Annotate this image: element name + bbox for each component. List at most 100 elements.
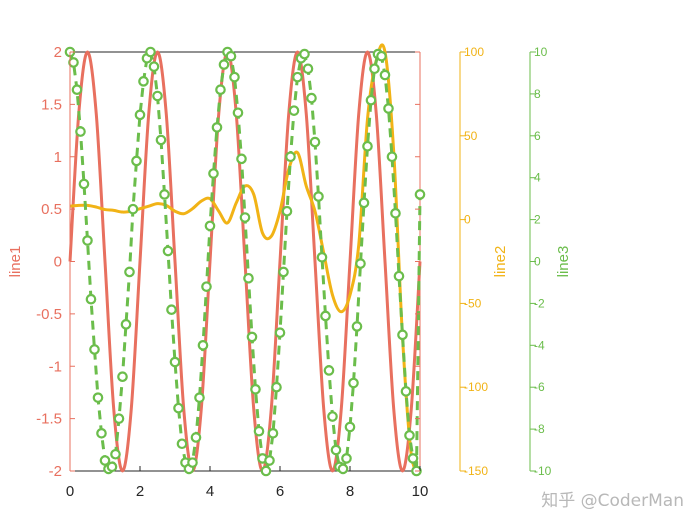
series-point-line3 xyxy=(152,90,163,102)
series-point-line3 xyxy=(110,448,121,460)
y-tick-label-y1: -0.5 xyxy=(36,306,62,323)
y-tick-label-y3: 4 xyxy=(534,171,541,185)
series-point-line3 xyxy=(239,212,251,223)
series-point-line3 xyxy=(71,84,83,96)
series-point-line3 xyxy=(124,266,135,278)
x-tick-label: 10 xyxy=(412,483,429,500)
series-point-line3 xyxy=(106,461,118,473)
series-point-line3 xyxy=(267,427,279,439)
series-point-line3 xyxy=(155,134,167,146)
series-point-line3 xyxy=(355,258,366,269)
series-point-line3 xyxy=(278,266,289,278)
series-point-line3 xyxy=(145,46,156,58)
series-point-line3 xyxy=(400,386,412,397)
series-point-line3 xyxy=(173,402,184,414)
series-point-line3 xyxy=(383,103,394,114)
series-point-line3 xyxy=(274,327,286,339)
series-point-line3 xyxy=(190,432,202,443)
series-point-line3 xyxy=(208,168,219,179)
series-point-line3 xyxy=(89,344,100,355)
y-tick-label-y3: -8 xyxy=(534,422,545,436)
y-tick-label-y2: -150 xyxy=(464,464,488,478)
series-point-line3 xyxy=(316,252,328,263)
series-point-line3 xyxy=(351,321,363,332)
series-point-line3 xyxy=(159,189,170,200)
series-point-line3 xyxy=(211,122,223,133)
series-point-line3 xyxy=(117,371,128,383)
series-point-line3 xyxy=(341,453,352,464)
series-point-line3 xyxy=(323,365,335,376)
series-point-line3 xyxy=(358,197,370,209)
series-point-line3 xyxy=(120,319,132,330)
series-point-line3 xyxy=(243,272,254,284)
series-point-line3 xyxy=(302,63,314,75)
y-tick-label-y1: 1 xyxy=(54,149,62,166)
y-tick-label-y2: -100 xyxy=(464,380,488,394)
series-point-line3 xyxy=(369,63,380,75)
series-point-line3 xyxy=(85,293,97,305)
series-point-line3 xyxy=(204,220,216,232)
y-tick-label-y1: 2 xyxy=(54,44,62,61)
series-point-line3 xyxy=(75,126,86,137)
series-point-line3 xyxy=(260,465,272,477)
x-tick-label: 4 xyxy=(206,483,214,500)
series-point-line3 xyxy=(348,377,359,389)
y-tick-label-y3: 6 xyxy=(534,129,541,143)
series-point-line3 xyxy=(285,151,296,163)
series-point-line3 xyxy=(194,392,205,403)
y-tick-label-y2: 100 xyxy=(464,45,484,59)
series-point-line3 xyxy=(344,421,356,433)
x-tick-label: 2 xyxy=(136,483,144,500)
y-axis-title-y3: line3 xyxy=(555,246,572,278)
series-point-line3 xyxy=(187,457,198,468)
series-point-line3 xyxy=(264,455,275,466)
y-tick-label-y3: 10 xyxy=(534,45,548,59)
series-point-line3 xyxy=(138,76,149,87)
y-axis-y2: 100 50 0 -50 -100 -150 line2 xyxy=(459,45,509,478)
series-point-line3 xyxy=(299,48,310,60)
y-tick-label-y1: -1.5 xyxy=(36,411,62,428)
series-point-line3 xyxy=(327,411,338,422)
y-tick-label-y1: 1.5 xyxy=(41,96,62,113)
x-tick-label: 0 xyxy=(66,483,74,500)
series-point-line3 xyxy=(250,383,261,395)
series-point-line3 xyxy=(390,208,401,219)
series-point-line3 xyxy=(271,381,282,393)
series-point-line3 xyxy=(386,151,398,163)
series-point-line3 xyxy=(82,235,93,246)
series-point-line3 xyxy=(320,310,331,322)
series-point-line3 xyxy=(131,155,142,167)
series-point-line3 xyxy=(201,281,212,292)
series-point-line3 xyxy=(236,153,247,165)
series-point-line3 xyxy=(68,57,79,68)
series-point-line3 xyxy=(365,94,377,106)
series-point-line3 xyxy=(232,107,244,119)
series-point-line3 xyxy=(218,59,230,70)
series-point-line3 xyxy=(306,92,317,104)
series-point-line3 xyxy=(127,203,139,215)
y-tick-label-y2: -50 xyxy=(464,296,482,310)
series-point-line3 xyxy=(281,205,293,217)
series-point-line3 xyxy=(215,84,226,96)
series-point-line3 xyxy=(337,463,349,475)
series-point-line3 xyxy=(397,329,408,341)
x-tick-label: 8 xyxy=(346,483,354,500)
series-point-line3 xyxy=(288,105,300,116)
y-tick-label-y2: 50 xyxy=(464,129,478,143)
series-layer xyxy=(64,43,426,477)
x-tick-label: 6 xyxy=(276,483,284,500)
series-line-line1 xyxy=(68,50,422,473)
series-point-line3 xyxy=(246,331,258,343)
series-point-line3 xyxy=(376,50,387,62)
series-point-line3 xyxy=(330,444,342,456)
series-point-line3 xyxy=(253,425,265,437)
series-point-line3 xyxy=(379,69,391,81)
y-axis-title-y1: line1 xyxy=(7,246,24,278)
y-axis-title-y2: line2 xyxy=(492,246,509,278)
y-tick-label-y2: 0 xyxy=(464,213,471,227)
series-point-line3 xyxy=(404,430,415,441)
y-tick-label-y1: 0.5 xyxy=(41,201,62,218)
y-axis-y3: 10 8 6 4 2 0 -2 -4 -6 -8 -10 line3 xyxy=(529,45,572,478)
series-point-line3 xyxy=(92,392,104,403)
y-tick-label-y1: -1 xyxy=(49,358,62,375)
